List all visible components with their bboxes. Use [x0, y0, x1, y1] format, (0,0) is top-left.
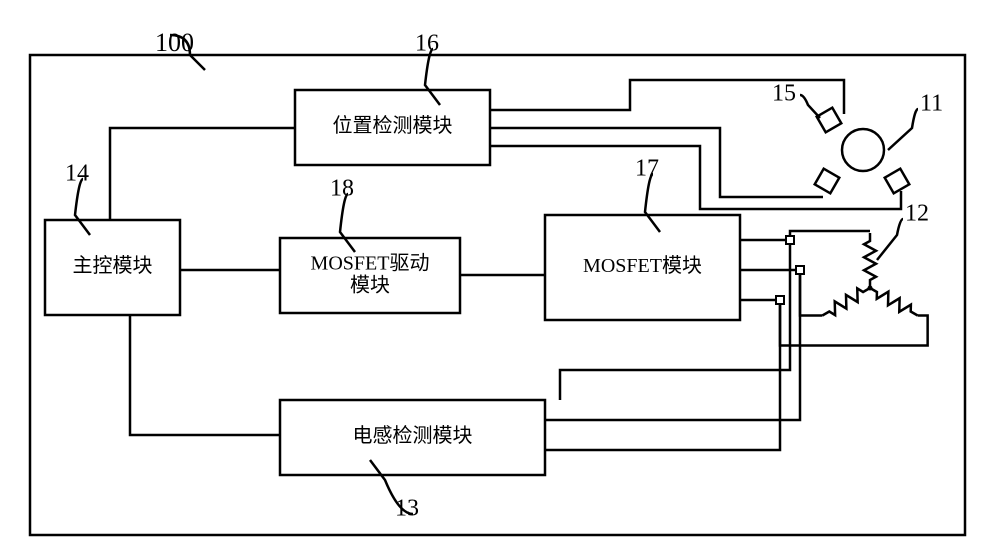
ref-12: 12 — [905, 201, 929, 227]
ref-17: 17 — [635, 156, 659, 182]
ref-15: 15 — [772, 81, 796, 107]
svg-text:电感检测模块: 电感检测模块 — [353, 424, 473, 447]
rotor — [842, 129, 884, 171]
svg-text:MOSFET模块: MOSFET模块 — [583, 254, 702, 277]
ref-14: 14 — [65, 161, 89, 187]
svg-text:主控模块: 主控模块 — [73, 254, 153, 277]
ref-13: 13 — [395, 496, 419, 522]
svg-text:位置检测模块: 位置检测模块 — [333, 114, 453, 137]
ref-18: 18 — [330, 176, 354, 202]
ref-11: 11 — [920, 91, 943, 117]
ref-16: 16 — [415, 31, 439, 57]
